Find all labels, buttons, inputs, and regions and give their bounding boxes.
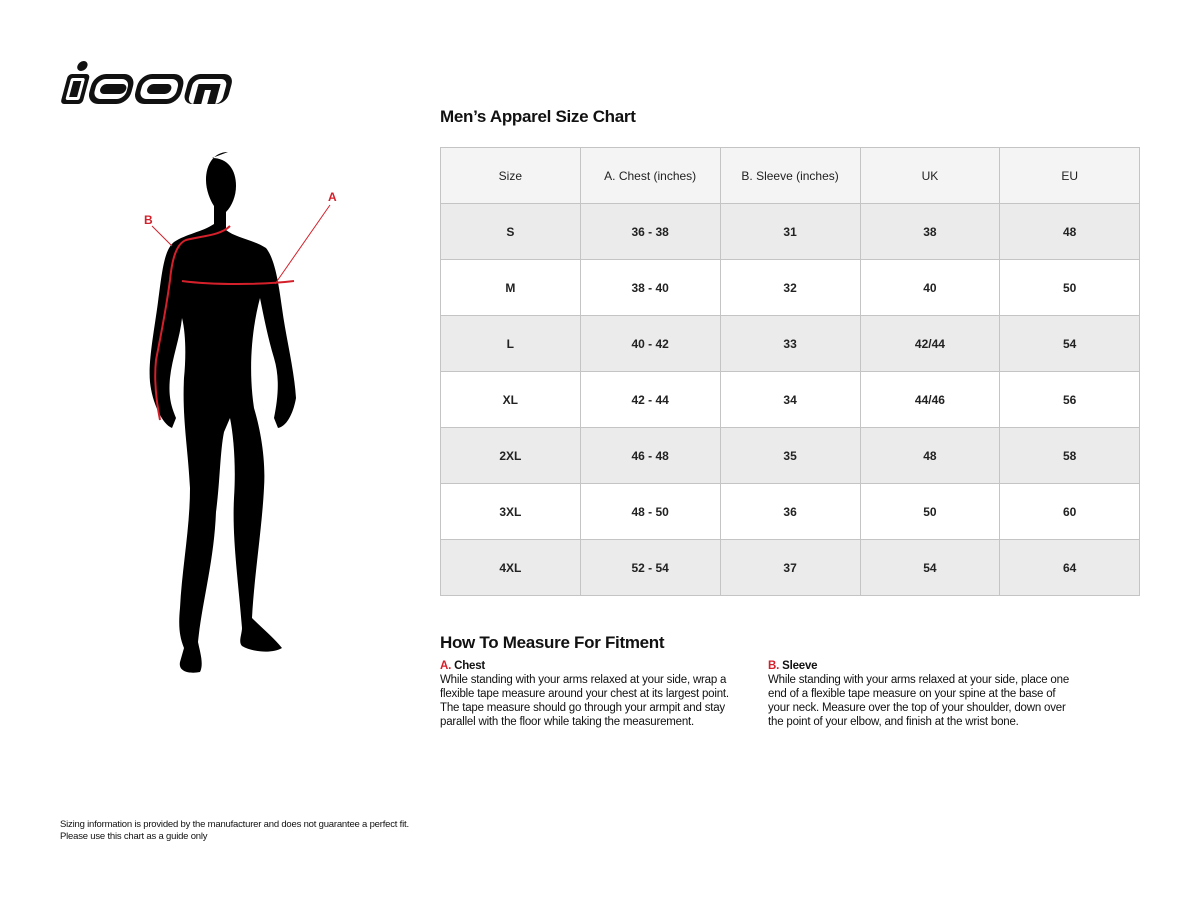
header-uk: UK — [859, 147, 1001, 204]
cell-chest: 38 - 40 — [579, 259, 721, 316]
cell-uk: 40 — [859, 259, 1001, 316]
body-silhouette-figure: A B — [144, 152, 337, 673]
sleeve-letter: B. — [768, 660, 780, 672]
icon-logo — [61, 61, 232, 104]
cell-chest: 52 - 54 — [579, 539, 721, 596]
cell-uk: 44/46 — [859, 371, 1001, 428]
cell-size: 3XL — [440, 483, 581, 540]
disclaimer: Sizing information is provided by the ma… — [60, 819, 409, 843]
header-sleeve: B. Sleeve (inches) — [719, 147, 861, 204]
label-a-leader — [274, 204, 331, 285]
table-row: L 40 - 42 33 42/44 54 — [440, 315, 1140, 372]
table-row: M 38 - 40 32 40 50 — [440, 259, 1140, 316]
sleeve-measure-line — [154, 225, 231, 421]
cell-eu: 58 — [999, 427, 1140, 484]
chest-instructions: A. Chest While standing with your arms r… — [440, 659, 750, 729]
disclaimer-line-2: Please use this chart as a guide only — [60, 831, 208, 842]
cell-uk: 50 — [859, 483, 1001, 540]
table-header-row: Size A. Chest (inches) B. Sleeve (inches… — [440, 147, 1140, 204]
cell-chest: 40 - 42 — [579, 315, 721, 372]
cell-size: 4XL — [440, 539, 581, 596]
cell-sleeve: 31 — [719, 203, 861, 260]
cell-size: 2XL — [440, 427, 581, 484]
cell-chest: 46 - 48 — [579, 427, 721, 484]
cell-eu: 60 — [999, 483, 1140, 540]
header-chest: A. Chest (inches) — [579, 147, 721, 204]
cell-uk: 48 — [859, 427, 1001, 484]
chest-measure-line — [181, 280, 295, 285]
sleeve-instructions: B. Sleeve While standing with your arms … — [768, 659, 1078, 729]
cell-size: S — [440, 203, 581, 260]
header-size: Size — [440, 147, 581, 204]
cell-chest: 48 - 50 — [579, 483, 721, 540]
cell-eu: 54 — [999, 315, 1140, 372]
table-row: XL 42 - 44 34 44/46 56 — [440, 371, 1140, 428]
table-row: 3XL 48 - 50 36 50 60 — [440, 483, 1140, 540]
page-title: Men’s Apparel Size Chart — [440, 107, 636, 126]
cell-size: M — [440, 259, 581, 316]
chest-letter: A. — [440, 660, 452, 672]
chest-heading: Chest — [454, 660, 486, 672]
label-b-leader — [151, 225, 173, 247]
cell-eu: 64 — [999, 539, 1140, 596]
cell-eu: 48 — [999, 203, 1140, 260]
chest-text: While standing with your arms relaxed at… — [440, 674, 729, 728]
cell-uk: 42/44 — [859, 315, 1001, 372]
label-a: A — [328, 190, 337, 204]
cell-eu: 50 — [999, 259, 1140, 316]
cell-sleeve: 36 — [719, 483, 861, 540]
table-row: 4XL 52 - 54 37 54 64 — [440, 539, 1140, 596]
cell-sleeve: 37 — [719, 539, 861, 596]
cell-chest: 36 - 38 — [579, 203, 721, 260]
cell-eu: 56 — [999, 371, 1140, 428]
label-b: B — [144, 213, 153, 227]
cell-sleeve: 35 — [719, 427, 861, 484]
cell-uk: 54 — [859, 539, 1001, 596]
header-eu: EU — [999, 147, 1140, 204]
cell-uk: 38 — [859, 203, 1001, 260]
sleeve-text: While standing with your arms relaxed at… — [768, 674, 1070, 728]
sleeve-heading: Sleeve — [782, 660, 818, 672]
cell-sleeve: 34 — [719, 371, 861, 428]
cell-chest: 42 - 44 — [579, 371, 721, 428]
cell-size: L — [440, 315, 581, 372]
table-row: 2XL 46 - 48 35 48 58 — [440, 427, 1140, 484]
how-to-measure-title: How To Measure For Fitment — [440, 633, 665, 652]
cell-sleeve: 33 — [719, 315, 861, 372]
size-chart-table: Size A. Chest (inches) B. Sleeve (inches… — [440, 147, 1140, 596]
cell-sleeve: 32 — [719, 259, 861, 316]
cell-size: XL — [440, 371, 581, 428]
disclaimer-line-1: Sizing information is provided by the ma… — [60, 819, 409, 830]
table-row: S 36 - 38 31 38 48 — [440, 203, 1140, 260]
